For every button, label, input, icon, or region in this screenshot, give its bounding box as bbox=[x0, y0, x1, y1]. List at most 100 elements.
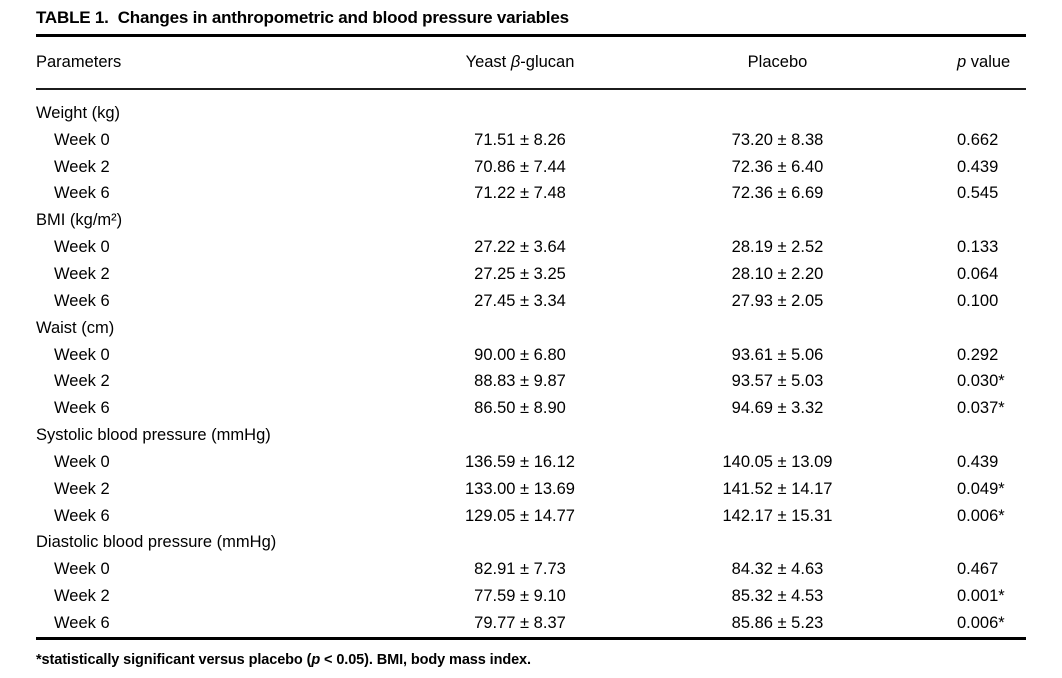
table-row: Weight (kg) bbox=[36, 100, 1026, 127]
p-value-cell: 0.064 bbox=[957, 264, 999, 283]
p-value-cell: 0.662 bbox=[957, 130, 999, 149]
placebo-value-cell: 72.36 ± 6.69 bbox=[731, 184, 824, 203]
p-symbol: p bbox=[957, 53, 967, 71]
p-value-cell: 0.001* bbox=[957, 587, 1005, 606]
parameter-cell: Week 6 bbox=[54, 184, 110, 203]
parameter-cell: Week 0 bbox=[54, 560, 110, 579]
yeast-value-cell: 79.77 ± 8.37 bbox=[474, 613, 566, 632]
parameter-cell: Weight (kg) bbox=[36, 103, 121, 122]
parameter-cell: Week 0 bbox=[54, 130, 110, 149]
yeast-value-cell: 88.83 ± 9.87 bbox=[474, 372, 566, 391]
parameter-cell: Week 6 bbox=[54, 613, 110, 632]
table-row: Week 0 136.59 ± 16.12 140.05 ± 13.09 0.439 bbox=[36, 449, 1026, 476]
col-header-p-value: p value bbox=[905, 53, 1026, 72]
table-row: Diastolic blood pressure (mmHg) bbox=[36, 530, 1026, 557]
placebo-value-cell: 141.52 ± 14.17 bbox=[722, 479, 833, 498]
yeast-value-cell: 82.91 ± 7.73 bbox=[474, 560, 566, 579]
parameter-cell: Week 0 bbox=[54, 238, 110, 257]
p-value-cell: 0.006* bbox=[957, 506, 1005, 525]
bottom-rule bbox=[36, 636, 1026, 640]
yeast-value-cell: 27.45 ± 3.34 bbox=[474, 291, 566, 310]
placebo-value-cell: 93.57 ± 5.03 bbox=[731, 372, 824, 391]
placebo-value-cell: 73.20 ± 8.38 bbox=[731, 130, 824, 149]
parameter-cell: Week 2 bbox=[54, 479, 110, 498]
yeast-value-cell: 27.25 ± 3.25 bbox=[474, 264, 566, 283]
p-value-cell: 0.006* bbox=[957, 613, 1005, 632]
table-row: Week 6 129.05 ± 14.77 142.17 ± 15.31 0.006* bbox=[36, 503, 1026, 530]
p-value-cell: 0.439 bbox=[957, 157, 999, 176]
yeast-value-cell: 86.50 ± 8.90 bbox=[474, 399, 566, 418]
table-title: TABLE 1. Changes in anthropometric and bl… bbox=[36, 8, 1026, 28]
placebo-value-cell: 85.32 ± 4.53 bbox=[731, 587, 824, 606]
table-row: Week 2 88.83 ± 9.87 93.57 ± 5.03 0.030* bbox=[36, 368, 1026, 395]
footnote-pre: *statistically significant versus placeb… bbox=[36, 651, 312, 668]
header-row: Parameters Yeast β-glucan Placebo p valu… bbox=[36, 37, 1026, 88]
yeast-value-cell: 77.59 ± 9.10 bbox=[474, 587, 566, 606]
placebo-value-cell: 72.36 ± 6.40 bbox=[731, 157, 824, 176]
yeast-value-cell: 27.22 ± 3.64 bbox=[474, 238, 566, 257]
p-value-cell: 0.439 bbox=[957, 452, 999, 471]
table-number: TABLE 1. bbox=[36, 8, 109, 27]
parameter-cell: Week 0 bbox=[54, 452, 110, 471]
p-value-cell: 0.030* bbox=[957, 372, 1005, 391]
p-value-cell: 0.467 bbox=[957, 560, 999, 579]
placebo-value-cell: 85.86 ± 5.23 bbox=[731, 613, 824, 632]
col-header-yeast-beta-glucan: Yeast β-glucan bbox=[390, 53, 650, 72]
table-row: Week 2 77.59 ± 9.10 85.32 ± 4.53 0.001* bbox=[36, 583, 1026, 610]
footnote-post: < 0.05). BMI, body mass index. bbox=[320, 651, 531, 668]
parameter-cell: Week 0 bbox=[54, 345, 110, 364]
yeast-label-post: -glucan bbox=[520, 53, 575, 71]
yeast-label-pre: Yeast bbox=[465, 53, 511, 71]
parameter-cell: Week 6 bbox=[54, 399, 110, 418]
p-value-cell: 0.100 bbox=[957, 291, 999, 310]
parameter-cell: Week 6 bbox=[54, 506, 110, 525]
p-value-label-rest: value bbox=[966, 53, 1011, 71]
table-row: Week 0 82.91 ± 7.73 84.32 ± 4.63 0.467 bbox=[36, 556, 1026, 583]
table-row: BMI (kg/m²) bbox=[36, 207, 1026, 234]
placebo-value-cell: 93.61 ± 5.06 bbox=[731, 345, 824, 364]
yeast-value-cell: 71.22 ± 7.48 bbox=[474, 184, 566, 203]
table-row: Systolic blood pressure (mmHg) bbox=[36, 422, 1026, 449]
yeast-value-cell: 129.05 ± 14.77 bbox=[465, 506, 575, 525]
p-value-cell: 0.292 bbox=[957, 345, 999, 364]
yeast-value-cell: 133.00 ± 13.69 bbox=[465, 479, 575, 498]
parameter-cell: Week 2 bbox=[54, 587, 110, 606]
table-row: Week 0 90.00 ± 6.80 93.61 ± 5.06 0.292 bbox=[36, 342, 1026, 369]
header-rule bbox=[36, 88, 1026, 90]
placebo-value-cell: 84.32 ± 4.63 bbox=[731, 560, 824, 579]
table-caption: Changes in anthropometric and blood pres… bbox=[117, 8, 569, 27]
table-container: TABLE 1. Changes in anthropometric and bl… bbox=[36, 8, 1026, 668]
placebo-value-cell: 28.10 ± 2.20 bbox=[731, 264, 824, 283]
placebo-value-cell: 142.17 ± 15.31 bbox=[722, 506, 833, 525]
table-row: Week 6 79.77 ± 8.37 85.86 ± 5.23 0.006* bbox=[36, 610, 1026, 637]
beta-symbol: β bbox=[510, 53, 521, 71]
yeast-value-cell: 70.86 ± 7.44 bbox=[474, 157, 566, 176]
parameter-cell: Week 2 bbox=[54, 372, 110, 391]
placebo-value-cell: 94.69 ± 3.32 bbox=[731, 399, 824, 418]
p-value-cell: 0.133 bbox=[957, 238, 999, 257]
yeast-value-cell: 136.59 ± 16.12 bbox=[465, 452, 575, 471]
p-value-cell: 0.049* bbox=[957, 479, 1005, 498]
parameter-cell: Waist (cm) bbox=[36, 318, 115, 337]
table-row: Week 2 27.25 ± 3.25 28.10 ± 2.20 0.064 bbox=[36, 261, 1026, 288]
col-header-parameters: Parameters bbox=[36, 53, 122, 71]
col-header-placebo: Placebo bbox=[747, 53, 808, 71]
table-row: Week 6 86.50 ± 8.90 94.69 ± 3.32 0.037* bbox=[36, 395, 1026, 422]
parameter-cell: Week 2 bbox=[54, 157, 110, 176]
placebo-value-cell: 28.19 ± 2.52 bbox=[731, 238, 824, 257]
parameter-cell: Week 6 bbox=[54, 291, 110, 310]
table-row: Week 6 27.45 ± 3.34 27.93 ± 2.05 0.100 bbox=[36, 288, 1026, 315]
table-body: Weight (kg) Week 0 71.51 ± 8.26 73.20 ± 8.3… bbox=[36, 90, 1026, 637]
parameter-cell: BMI (kg/m²) bbox=[36, 211, 123, 230]
table-row: Week 2 133.00 ± 13.69 141.52 ± 14.17 0.049* bbox=[36, 476, 1026, 503]
placebo-value-cell: 27.93 ± 2.05 bbox=[731, 291, 824, 310]
yeast-value-cell: 71.51 ± 8.26 bbox=[474, 130, 566, 149]
p-value-cell: 0.545 bbox=[957, 184, 999, 203]
table-row: Week 6 71.22 ± 7.48 72.36 ± 6.69 0.545 bbox=[36, 181, 1026, 208]
p-value-cell: 0.037* bbox=[957, 399, 1005, 418]
yeast-value-cell: 90.00 ± 6.80 bbox=[474, 345, 566, 364]
parameter-cell: Week 2 bbox=[54, 264, 110, 283]
table-row: Week 0 71.51 ± 8.26 73.20 ± 8.38 0.662 bbox=[36, 127, 1026, 154]
parameter-cell: Diastolic blood pressure (mmHg) bbox=[36, 533, 277, 552]
